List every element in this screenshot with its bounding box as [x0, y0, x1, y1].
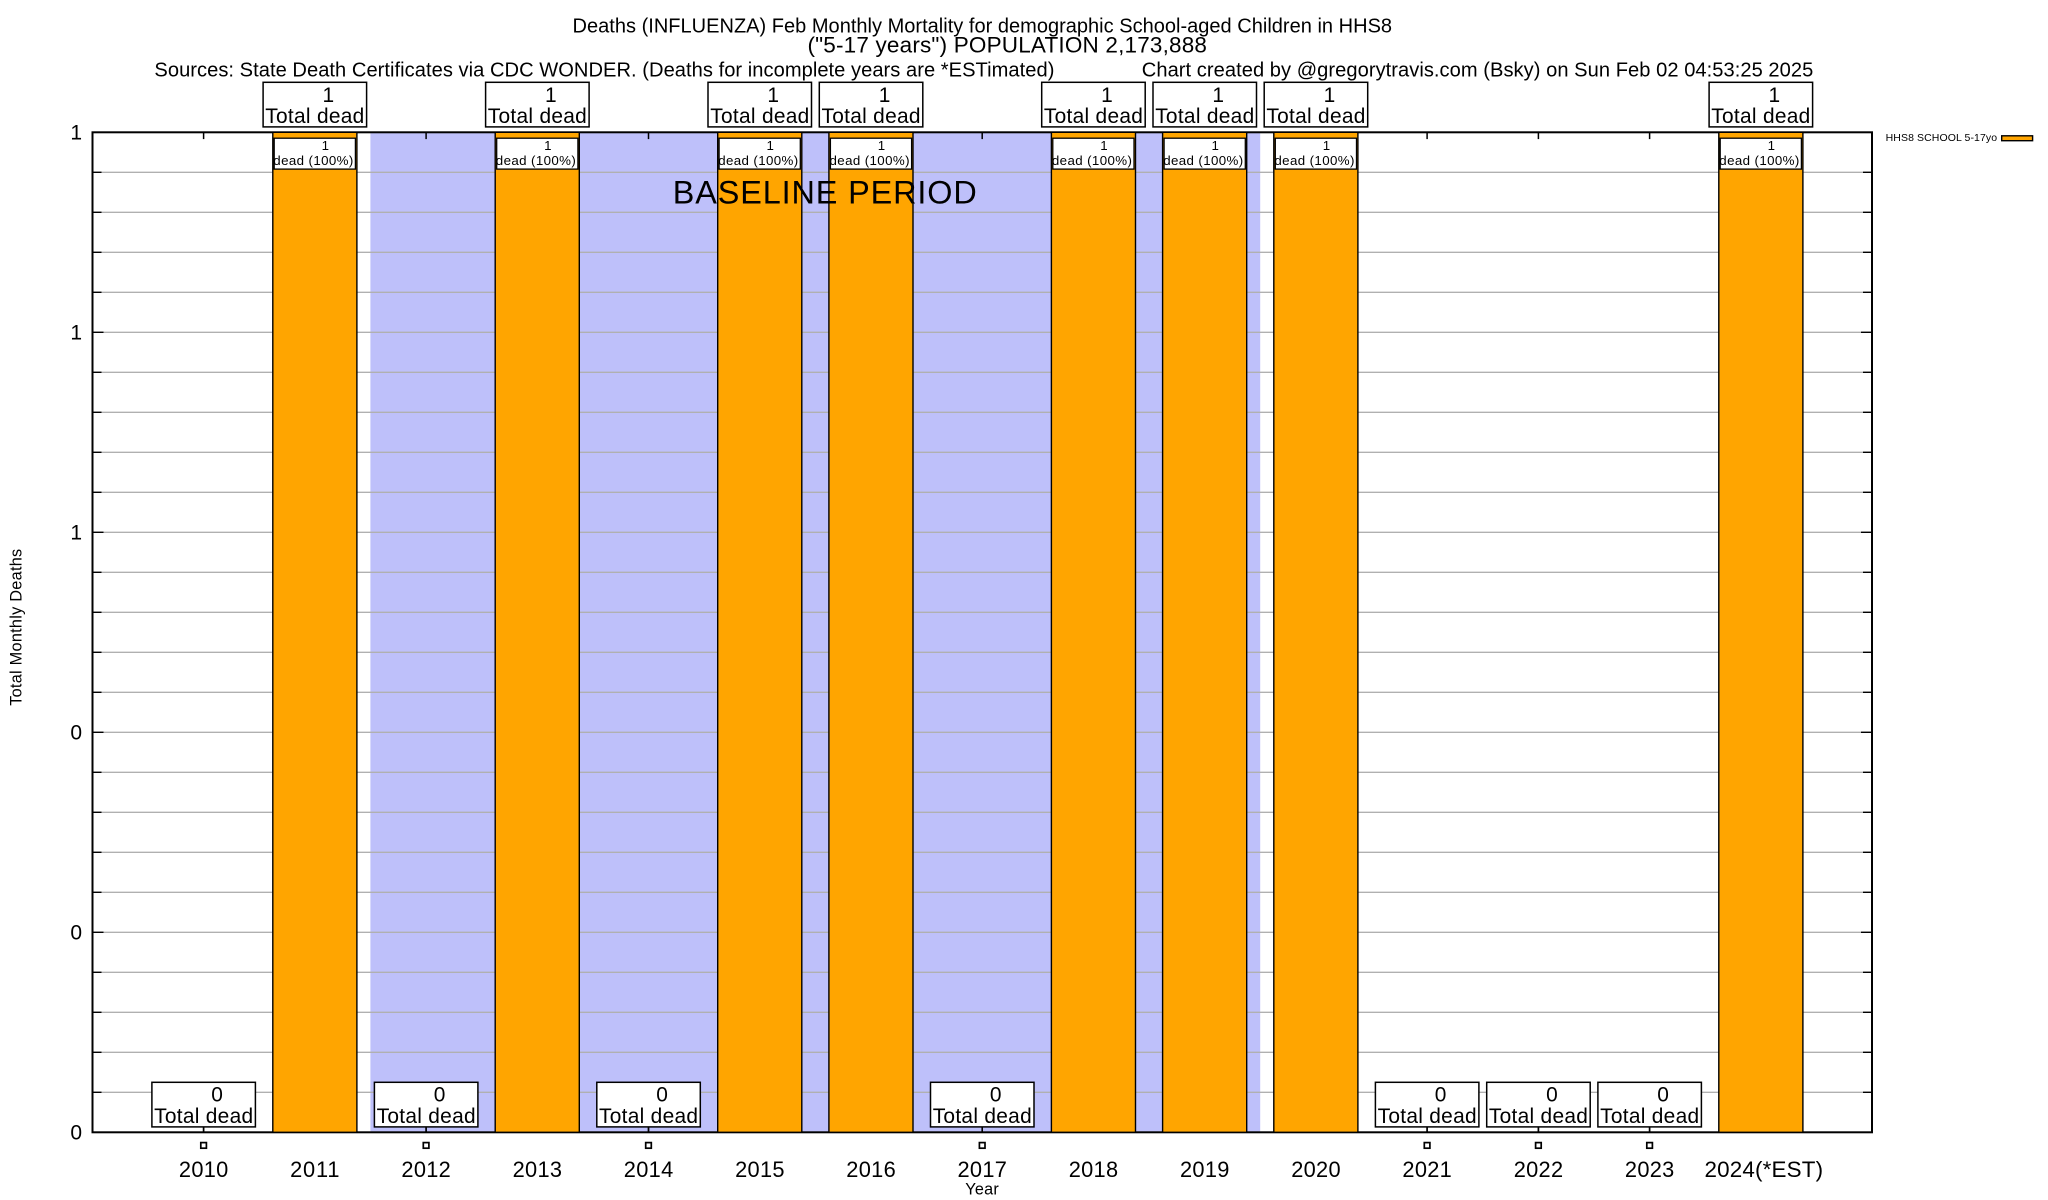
- svg-text:Total dead: Total dead: [154, 1105, 253, 1128]
- svg-text:Chart created by @gregorytravi: Chart created by @gregorytravis.com (Bsk…: [1142, 60, 1814, 82]
- svg-text:0: 0: [990, 1084, 1002, 1107]
- svg-text:Year: Year: [965, 1181, 999, 1199]
- svg-text:1: 1: [544, 138, 551, 153]
- svg-text:dead (100%): dead (100%): [1719, 153, 1799, 168]
- svg-text:Total dead: Total dead: [377, 1105, 476, 1128]
- svg-text:1: 1: [1324, 84, 1336, 107]
- svg-text:1: 1: [1768, 84, 1780, 107]
- svg-text:1: 1: [322, 138, 329, 153]
- svg-text:2019: 2019: [1180, 1157, 1229, 1182]
- svg-text:0: 0: [211, 1084, 223, 1107]
- svg-text:1: 1: [767, 84, 779, 107]
- svg-text:1: 1: [70, 122, 82, 145]
- svg-text:dead (100%): dead (100%): [273, 153, 353, 168]
- svg-text:2021: 2021: [1402, 1157, 1451, 1182]
- svg-text:1: 1: [766, 138, 773, 153]
- svg-text:Total dead: Total dead: [265, 105, 364, 128]
- svg-text:2013: 2013: [513, 1157, 562, 1182]
- svg-text:dead (100%): dead (100%): [718, 153, 798, 168]
- svg-text:0: 0: [434, 1084, 446, 1107]
- svg-text:Total dead: Total dead: [933, 1105, 1032, 1128]
- svg-text:Total dead: Total dead: [1489, 1105, 1588, 1128]
- svg-text:dead (100%): dead (100%): [1052, 153, 1132, 168]
- svg-text:HHS8 SCHOOL 5-17yo: HHS8 SCHOOL 5-17yo: [1886, 132, 1998, 144]
- svg-text:0: 0: [1546, 1084, 1558, 1107]
- svg-text:1: 1: [878, 138, 885, 153]
- svg-text:("5-17 years") POPULATION 2,17: ("5-17 years") POPULATION 2,173,888: [807, 32, 1206, 57]
- svg-text:Total dead: Total dead: [599, 1105, 698, 1128]
- svg-text:Sources: State Death Certifica: Sources: State Death Certificates via CD…: [154, 60, 1054, 82]
- svg-text:2018: 2018: [1069, 1157, 1118, 1182]
- svg-text:dead (100%): dead (100%): [496, 153, 576, 168]
- svg-text:1: 1: [1211, 138, 1218, 153]
- svg-text:0: 0: [70, 922, 82, 945]
- svg-text:2023: 2023: [1625, 1157, 1674, 1182]
- svg-text:0: 0: [656, 1084, 668, 1107]
- svg-text:dead (100%): dead (100%): [830, 153, 910, 168]
- svg-text:BASELINE PERIOD: BASELINE PERIOD: [673, 174, 977, 210]
- svg-text:2017: 2017: [958, 1157, 1007, 1182]
- svg-text:Total dead: Total dead: [1378, 1105, 1477, 1128]
- svg-text:0: 0: [70, 1122, 82, 1145]
- svg-text:dead (100%): dead (100%): [1163, 153, 1243, 168]
- svg-text:2015: 2015: [735, 1157, 784, 1182]
- svg-text:0: 0: [1657, 1084, 1669, 1107]
- svg-text:2022: 2022: [1514, 1157, 1563, 1182]
- svg-text:dead (100%): dead (100%): [1274, 153, 1354, 168]
- svg-text:Deaths (INFLUENZA) Feb Monthly: Deaths (INFLUENZA) Feb Monthly Mortality…: [573, 16, 1393, 38]
- svg-text:Total dead: Total dead: [1600, 1105, 1699, 1128]
- svg-text:1: 1: [1101, 84, 1113, 107]
- svg-text:2020: 2020: [1291, 1157, 1340, 1182]
- svg-text:1: 1: [879, 84, 891, 107]
- svg-text:Total dead: Total dead: [488, 105, 587, 128]
- svg-text:2011: 2011: [290, 1157, 339, 1182]
- svg-text:2010: 2010: [179, 1157, 228, 1182]
- svg-text:1: 1: [322, 84, 334, 107]
- svg-text:1: 1: [70, 322, 82, 345]
- svg-text:0: 0: [70, 722, 82, 745]
- svg-text:0: 0: [1435, 1084, 1447, 1107]
- svg-text:1: 1: [545, 84, 557, 107]
- svg-text:1: 1: [1212, 84, 1224, 107]
- svg-text:2016: 2016: [846, 1157, 895, 1182]
- svg-text:2012: 2012: [401, 1157, 450, 1182]
- svg-text:2014: 2014: [624, 1157, 673, 1182]
- svg-text:Total dead: Total dead: [1155, 105, 1254, 128]
- svg-text:1: 1: [1768, 138, 1775, 153]
- svg-text:1: 1: [70, 522, 82, 545]
- svg-text:Total dead: Total dead: [1266, 105, 1365, 128]
- svg-text:1: 1: [1100, 138, 1107, 153]
- svg-text:Total dead: Total dead: [710, 105, 809, 128]
- svg-text:Total dead: Total dead: [1711, 105, 1810, 128]
- svg-text:Total Monthly Deaths: Total Monthly Deaths: [8, 549, 26, 706]
- svg-text:Total dead: Total dead: [1044, 105, 1143, 128]
- svg-text:Total dead: Total dead: [822, 105, 921, 128]
- svg-text:2024(*EST): 2024(*EST): [1705, 1157, 1824, 1182]
- svg-text:1: 1: [1323, 138, 1330, 153]
